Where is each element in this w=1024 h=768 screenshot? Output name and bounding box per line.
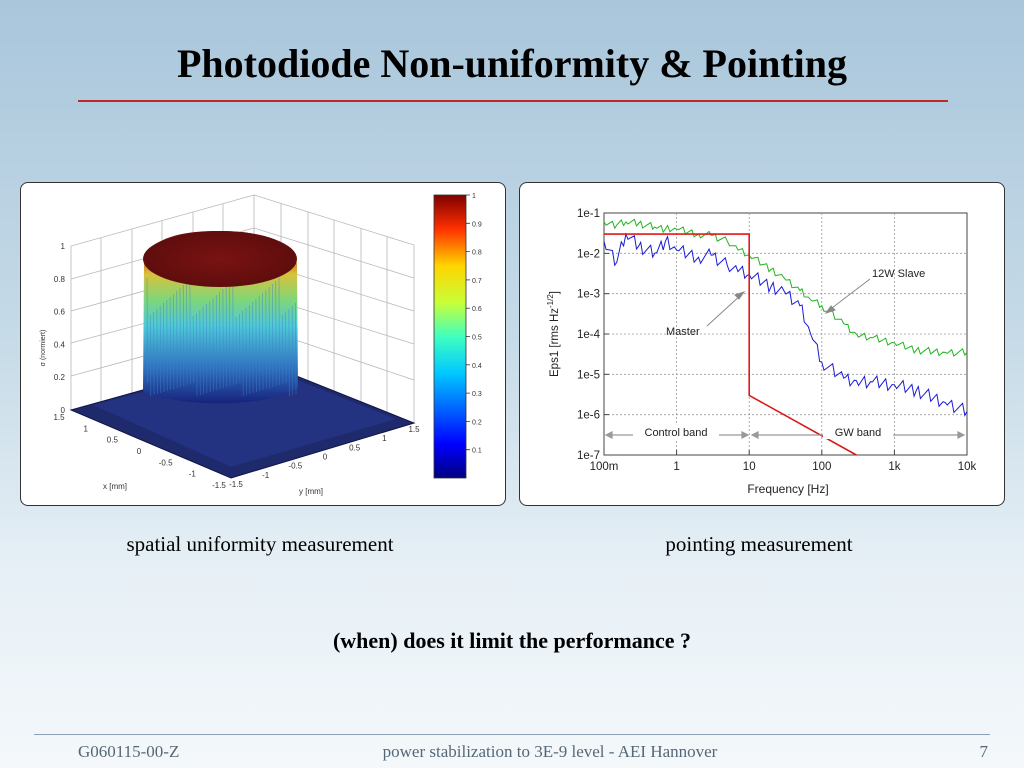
y-axis-label: y [mm]: [299, 487, 323, 496]
footer-doc-id: G060115-00-Z: [78, 742, 180, 761]
x-axis-title: Frequency [Hz]: [747, 482, 828, 496]
colorbar-tick-label: 0.2: [472, 419, 482, 426]
x-tick-label: 1: [83, 424, 88, 433]
x-tick-label: -1.5: [212, 481, 226, 490]
z-tick-label: 0: [61, 406, 66, 415]
colorbar-tick-label: 0.1: [472, 448, 482, 455]
y-tick-label: 1: [382, 434, 387, 443]
title-underline: [78, 100, 948, 102]
x-tick-label: -0.5: [159, 458, 173, 467]
series-line-1: [603, 232, 968, 417]
y-tick-label: 0.5: [349, 443, 361, 452]
x-tick-label: 100m: [590, 461, 619, 473]
colorbar-tick-label: 0.6: [472, 306, 482, 313]
y-tick-label: 1.5: [408, 425, 420, 434]
svg-text:Eps1 [rms Hz-1/2]: Eps1 [rms Hz-1/2]: [546, 291, 561, 377]
gw-band-label: GW band: [835, 427, 881, 439]
y-tick-label: 0: [323, 453, 328, 462]
y-tick-label: 1e-7: [577, 450, 600, 462]
colorbar-tick-label: 0.8: [472, 250, 482, 257]
master-label: Master: [666, 326, 700, 338]
uniformity-figure-panel: 0.1 0.2 0.3 0.4 0.5 0.6 0.7 0.8 0.9 1 0 0.2 0.4 0.6 0…: [20, 182, 506, 506]
page-number: 7: [979, 742, 989, 761]
y-tick-label: -0.5: [288, 462, 302, 471]
x-tick-label: 1: [673, 461, 679, 473]
x-tick-label: -1: [189, 470, 197, 479]
footer-divider: [34, 734, 990, 735]
caption-left: spatial uniformity measurement: [126, 532, 394, 556]
z-tick-label: 0.4: [54, 340, 66, 349]
series-line-2: [604, 233, 857, 456]
z-tick-label: 1: [61, 242, 66, 251]
pointing-spectrum-chart: 100m 1 10 100 1k 10k 1e-1 1e-2 1e-3 1e-4 1e-5 1e-6 1…: [546, 208, 977, 496]
surface-top: [143, 231, 297, 287]
x-tick-label: 0: [137, 447, 142, 456]
x-axis-label: x [mm]: [103, 482, 127, 491]
caption-right: pointing measurement: [665, 532, 853, 556]
control-band-label: Control band: [645, 427, 708, 439]
y-tick-label: -1.5: [229, 480, 243, 489]
y-tick-label: 1e-5: [577, 369, 600, 381]
slide-title: Photodiode Non-uniformity & Pointing: [176, 41, 848, 86]
y-tick-label: 1e-6: [577, 410, 600, 422]
colorbar-tick-label: 1: [472, 193, 476, 200]
z-axis-label: σ (normiert): [40, 330, 47, 367]
colorbar-tick-label: 0.4: [472, 363, 482, 370]
z-tick-label: 0.6: [54, 308, 66, 317]
y-tick-label: -1: [262, 471, 270, 480]
pointing-figure-panel: 100m 1 10 100 1k 10k 1e-1 1e-2 1e-3 1e-4 1e-5 1e-6 1…: [519, 182, 1005, 506]
y-tick-label: 1e-4: [577, 329, 601, 341]
z-tick-label: 0.8: [54, 275, 66, 284]
surface-plot: 0.1 0.2 0.3 0.4 0.5 0.6 0.7 0.8 0.9 1 0 0.2 0.4 0.6 0…: [40, 193, 482, 496]
y-axis-title: Eps1 [rms Hz-1/2]: [546, 291, 561, 377]
z-tick-label: 0.2: [54, 373, 66, 382]
x-tick-label: 0.5: [107, 436, 119, 445]
colorbar-tick-label: 0.3: [472, 391, 482, 398]
x-tick-label: 10: [743, 461, 756, 473]
series-line-0: [603, 218, 968, 357]
x-tick-label: 100: [812, 461, 831, 473]
colorbar-tick-label: 0.5: [472, 335, 482, 342]
y-tick-label: 1e-1: [577, 208, 600, 220]
x-tick-label: 10k: [958, 461, 977, 473]
footer-title: power stabilization to 3E-9 level - AEI …: [382, 742, 718, 761]
slave-label: 12W Slave: [872, 268, 925, 280]
y-tick-label: 1e-2: [577, 248, 600, 260]
colorbar-tick-label: 0.9: [472, 221, 482, 228]
colorbar-tick-label: 0.7: [472, 278, 482, 285]
question-text: (when) does it limit the performance ?: [332, 628, 692, 653]
x-tick-label: 1.5: [53, 413, 65, 422]
colorbar: [433, 194, 467, 479]
y-tick-label: 1e-3: [577, 289, 600, 301]
annotation-arrows: [706, 278, 871, 327]
x-tick-label: 1k: [888, 461, 900, 473]
